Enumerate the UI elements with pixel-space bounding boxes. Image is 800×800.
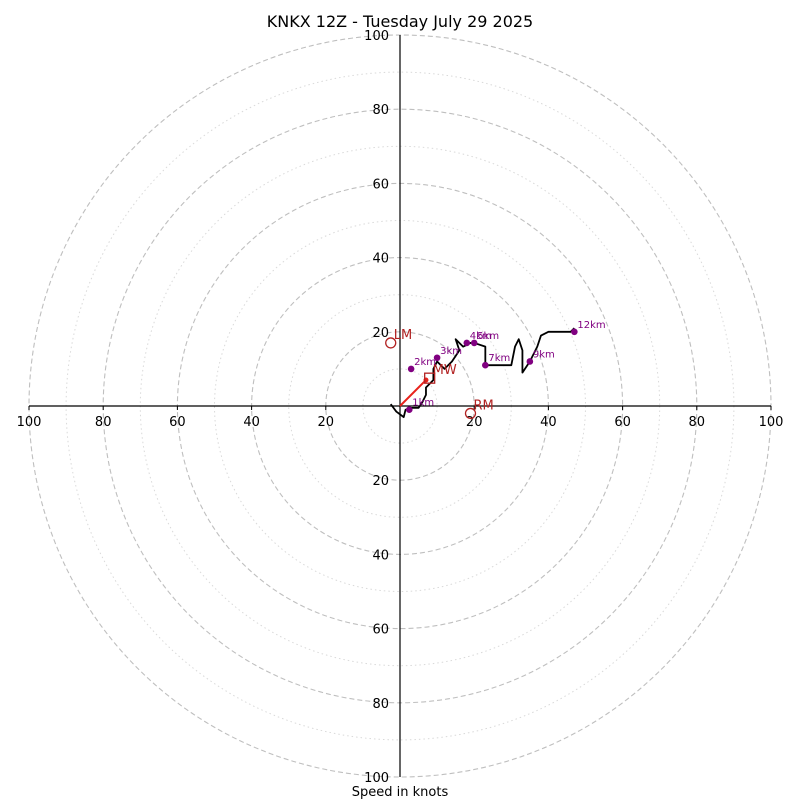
y-tick-label: 60 [372, 177, 389, 192]
x-tick-label: 100 [17, 415, 42, 430]
height-label-7km: 7km [488, 353, 510, 364]
storm-motion-markers: LM MW RM [385, 328, 494, 420]
y-tick-label: 80 [372, 697, 389, 712]
y-tick-label: 60 [372, 623, 389, 638]
shear-vector-line [399, 379, 427, 407]
motion-marker-rm [464, 407, 477, 420]
y-tick-label: 40 [372, 252, 389, 267]
y-tick-label: 20 [372, 474, 389, 489]
height-point-9km [526, 358, 534, 365]
height-label-5km: 5km [477, 331, 499, 342]
height-point-2km [407, 365, 415, 373]
height-label-12km: 12km [577, 320, 605, 331]
height-point-1km [405, 406, 413, 414]
tick-labels: 100 80 60 40 20 20 40 60 80 100100806040202040608… [17, 29, 784, 786]
motion-marker-mw [424, 372, 436, 384]
motion-label-rm: RM [473, 398, 493, 413]
x-tick-label: 80 [689, 415, 706, 430]
hodograph-trace [390, 327, 576, 419]
motion-label-lm: LM [394, 328, 412, 343]
x-tick-label: 80 [95, 415, 112, 430]
x-tick-label: 40 [540, 415, 557, 430]
x-tick-label: 40 [243, 415, 260, 430]
y-tick-label: 100 [364, 771, 389, 786]
height-point-4km [463, 339, 471, 347]
x-tick-label: 60 [169, 415, 186, 430]
motion-label-mw: MW [433, 363, 457, 378]
height-point-3km [433, 354, 441, 362]
x-axis-label: Speed in knots [352, 785, 449, 800]
y-tick-label: 40 [372, 548, 389, 563]
height-label-2km: 2km [414, 357, 436, 368]
x-tick-label: 100 [759, 415, 784, 430]
height-point-7km [482, 361, 489, 369]
height-point-12km [571, 328, 578, 336]
height-label-1km: 1km [412, 398, 434, 409]
wind-trace [390, 327, 576, 419]
height-point-5km [470, 339, 478, 347]
y-tick-label: 20 [372, 326, 389, 341]
height-label-3km: 3km [440, 346, 462, 357]
y-tick-label: 100 [364, 29, 389, 44]
x-tick-label: 20 [318, 415, 335, 430]
motion-marker-lm [385, 337, 397, 349]
y-tick-label: 80 [372, 103, 389, 118]
height-label-9km: 9km [533, 349, 555, 360]
x-tick-label: 60 [614, 415, 631, 430]
chart-title: KNKX 12Z - Tuesday July 29 2025 [267, 12, 533, 31]
height-label-4km: 4km [470, 331, 492, 342]
